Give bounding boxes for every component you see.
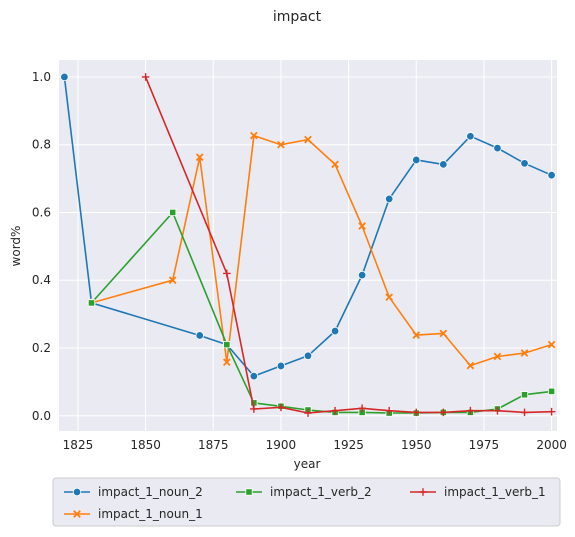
data-point <box>358 222 366 230</box>
data-point <box>331 406 339 415</box>
data-point <box>60 72 69 82</box>
x-tick-label: 1975 <box>469 438 500 452</box>
chart-title: impact <box>273 9 322 25</box>
x-tick-labels: 1825 1850 1875 1900 1925 1950 1975 2000 <box>63 438 567 452</box>
data-point <box>466 406 475 415</box>
y-axis-label: word% <box>9 226 23 267</box>
y-tick-label: 1.0 <box>32 70 51 84</box>
legend-label: impact_1_noun_1 <box>98 507 203 521</box>
legend-item-impact_1_noun_2: impact_1_noun_2 <box>64 485 203 499</box>
x-tick-label: 1875 <box>198 438 229 452</box>
data-point <box>385 406 393 415</box>
data-point <box>357 270 367 280</box>
series-layer <box>60 72 556 417</box>
data-point <box>168 276 177 285</box>
y-tick-label: 0.8 <box>32 138 51 152</box>
data-point <box>384 194 394 204</box>
data-point <box>304 409 312 417</box>
data-point <box>73 510 81 518</box>
legend: impact_1_noun_2 impact_1_verb_2 impact_1_v… <box>52 477 561 527</box>
data-point <box>419 488 427 496</box>
series-impact_1_verb_1 <box>141 73 556 417</box>
y-tick-label: 0.6 <box>32 205 51 219</box>
plot-area <box>59 60 557 431</box>
data-point <box>223 269 231 278</box>
data-point <box>222 358 231 367</box>
data-point <box>520 349 529 357</box>
legend-item-impact_1_verb_1: impact_1_verb_1 <box>410 485 546 499</box>
legend-item-impact_1_noun_1: impact_1_noun_1 <box>64 507 203 521</box>
data-point <box>276 361 286 371</box>
x-tick-label: 1950 <box>401 438 432 452</box>
data-point <box>412 408 421 417</box>
data-point <box>412 331 421 339</box>
data-point <box>493 352 502 361</box>
data-point <box>277 403 285 412</box>
series-line <box>63 76 552 377</box>
x-tick-label: 1900 <box>266 438 297 452</box>
legend-label: impact_1_verb_2 <box>270 485 372 499</box>
data-point <box>412 155 421 165</box>
x-tick-label: 1925 <box>333 438 364 452</box>
data-point <box>520 159 529 168</box>
data-point <box>169 208 177 217</box>
data-point <box>250 131 258 140</box>
legend-label: impact_1_noun_2 <box>98 485 203 499</box>
data-point <box>547 170 556 180</box>
data-point <box>547 387 556 395</box>
data-point <box>245 488 253 496</box>
data-point <box>493 143 502 153</box>
y-tick-label: 0.0 <box>32 409 51 423</box>
legend-item-impact_1_verb_2: impact_1_verb_2 <box>236 485 372 499</box>
series-line <box>144 76 552 414</box>
data-point <box>250 405 258 413</box>
data-point <box>547 340 556 349</box>
data-point <box>520 408 529 417</box>
data-point <box>195 153 204 162</box>
y-tick-label: 0.4 <box>32 273 51 287</box>
y-tick-label: 0.2 <box>32 341 51 355</box>
data-point <box>195 331 204 340</box>
data-point <box>520 391 529 399</box>
y-tick-labels: 0.0 0.2 0.4 0.6 0.8 1.0 <box>32 70 51 423</box>
x-axis-label: year <box>294 457 321 471</box>
legend-frame <box>52 477 561 527</box>
x-tick-label: 2000 <box>536 438 567 452</box>
data-point <box>439 160 448 169</box>
data-point <box>439 329 448 338</box>
data-point <box>385 293 394 302</box>
data-point <box>547 407 556 416</box>
data-point <box>72 487 82 497</box>
data-point <box>466 361 475 370</box>
data-point <box>466 132 475 141</box>
gridlines <box>59 60 557 431</box>
data-point <box>141 73 150 81</box>
legend-label: impact_1_verb_1 <box>444 485 546 499</box>
data-point <box>87 299 96 307</box>
data-point <box>493 406 502 415</box>
data-point <box>304 135 312 144</box>
data-point <box>223 341 231 349</box>
data-point <box>249 371 259 381</box>
data-point <box>330 326 340 336</box>
x-tick-label: 1850 <box>130 438 161 452</box>
series-line <box>91 134 552 367</box>
data-point <box>331 160 339 169</box>
data-point <box>277 140 285 149</box>
series-impact_1_noun_1 <box>87 131 556 370</box>
x-tick-label: 1825 <box>63 438 94 452</box>
data-point <box>439 408 448 417</box>
data-point <box>303 351 313 360</box>
data-point <box>358 404 366 413</box>
